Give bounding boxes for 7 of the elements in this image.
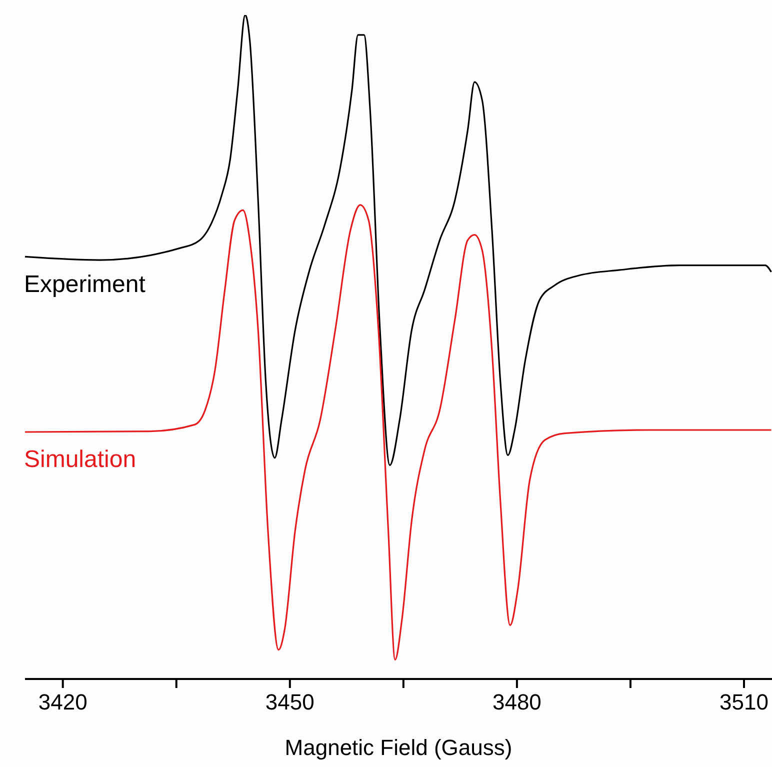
x-tick-label: 3480 [492, 690, 542, 715]
x-tick-label: 3420 [38, 690, 88, 715]
x-tick-label: 3510 [720, 690, 768, 715]
series-label: Simulation [24, 446, 136, 474]
x-tick-label: 3450 [265, 690, 314, 715]
series-label: Experiment [24, 270, 146, 299]
x-axis-title: Magnetic Field (Gauss) [284, 735, 512, 760]
